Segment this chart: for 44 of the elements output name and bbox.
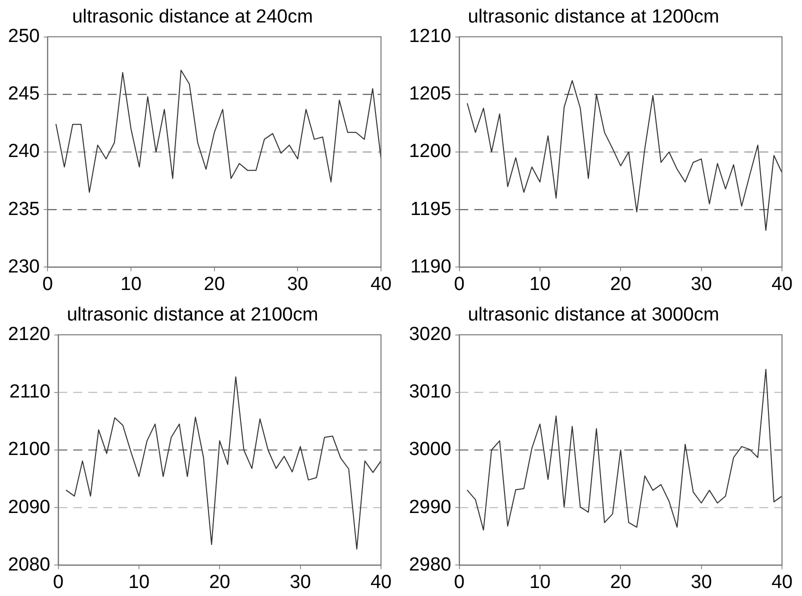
- x-tick-label: 20: [610, 274, 632, 295]
- x-tick-label: 10: [529, 274, 551, 295]
- x-tick-label: 30: [690, 274, 712, 295]
- x-tick-label: 0: [454, 274, 465, 295]
- x-tick-label: 10: [128, 572, 150, 593]
- x-tick-label: 40: [370, 274, 392, 295]
- y-tick-label: 2990: [408, 496, 452, 518]
- x-tick-label: 0: [454, 572, 465, 593]
- x-tick-label: 10: [120, 274, 142, 295]
- y-tick-label: 2980: [408, 554, 452, 576]
- y-tick-label: 1190: [410, 256, 452, 278]
- x-tick-label: 10: [529, 572, 551, 593]
- y-tick-label: 235: [8, 198, 40, 220]
- y-tick-label: 3020: [408, 324, 452, 346]
- y-tick-label: 2120: [8, 324, 50, 346]
- chart-title: ultrasonic distance at 240cm: [72, 6, 313, 28]
- y-tick-label: 2080: [8, 554, 50, 576]
- x-tick-label: 30: [290, 572, 311, 593]
- y-tick-label: 2090: [8, 496, 50, 518]
- chart-title: ultrasonic distance at 3000cm: [468, 304, 720, 326]
- x-tick-label: 0: [52, 572, 64, 593]
- chart-title: ultrasonic distance at 1200cm: [468, 6, 720, 28]
- y-tick-label: 250: [8, 26, 40, 48]
- y-tick-label: 240: [8, 141, 40, 162]
- y-tick-label: 1205: [408, 84, 452, 105]
- x-tick-label: 40: [771, 274, 793, 295]
- y-tick-label: 230: [8, 256, 40, 278]
- x-tick-label: 20: [204, 274, 225, 295]
- y-tick-label: 2110: [9, 382, 50, 403]
- x-tick-label: 20: [610, 572, 632, 593]
- x-tick-label: 20: [209, 572, 230, 593]
- y-tick-label: 1195: [410, 198, 452, 220]
- y-tick-label: 3000: [408, 439, 452, 460]
- x-tick-label: 40: [771, 572, 793, 593]
- x-tick-label: 0: [42, 274, 53, 295]
- y-tick-label: 1210: [408, 26, 452, 48]
- chart-title: ultrasonic distance at 2100cm: [66, 304, 318, 326]
- x-tick-label: 30: [690, 572, 712, 593]
- x-tick-label: 40: [370, 572, 392, 593]
- y-tick-label: 245: [8, 84, 40, 105]
- y-tick-label: 2100: [8, 439, 50, 460]
- x-tick-label: 30: [287, 274, 308, 295]
- y-tick-label: 3010: [408, 382, 452, 403]
- y-tick-label: 1200: [408, 141, 452, 162]
